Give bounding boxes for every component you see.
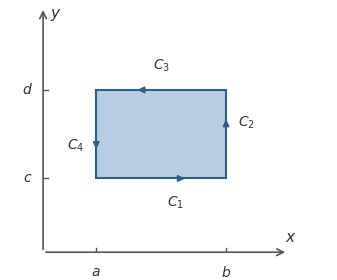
Text: $a$: $a$ <box>91 265 101 279</box>
Text: $b$: $b$ <box>221 265 231 280</box>
Text: $d$: $d$ <box>22 82 33 97</box>
Text: $C_1$: $C_1$ <box>167 195 184 211</box>
Bar <box>96 90 226 178</box>
Text: $C_3$: $C_3$ <box>153 57 170 74</box>
Text: $c$: $c$ <box>23 171 33 185</box>
Text: $x$: $x$ <box>285 230 297 245</box>
Text: $y$: $y$ <box>51 7 62 23</box>
Text: $C_4$: $C_4$ <box>67 138 84 154</box>
Text: $C_2$: $C_2$ <box>238 114 255 130</box>
